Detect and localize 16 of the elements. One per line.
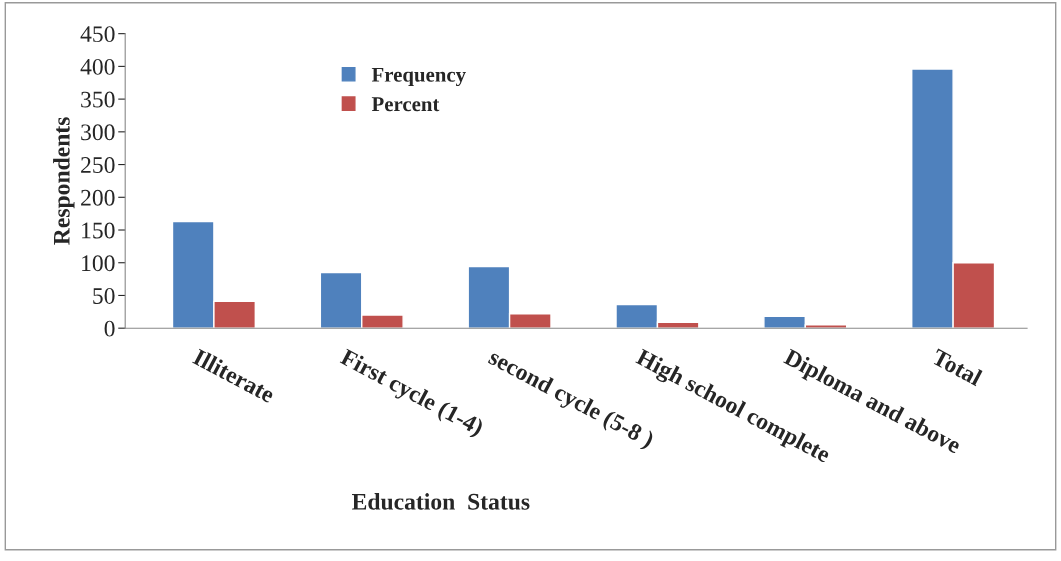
x-axis-title: Education Status xyxy=(352,493,530,510)
legend-label: Percent xyxy=(371,97,440,112)
y-tick-label: 400 xyxy=(80,58,115,75)
y-tick-label: 350 xyxy=(81,91,115,108)
x-tick-label: First cycle (1-4) xyxy=(337,347,485,440)
y-tick-label: 300 xyxy=(81,124,115,141)
y-tick-label: 200 xyxy=(81,189,115,206)
y-tick-label: 50 xyxy=(93,287,115,304)
y-tick-label: 150 xyxy=(82,222,115,239)
y-tick-label: 250 xyxy=(81,157,115,173)
legend-label: Frequency xyxy=(371,67,466,87)
y-tick-label: 450 xyxy=(80,26,115,43)
y-axis-title: Respondents xyxy=(53,117,75,245)
y-tick-label: 0 xyxy=(104,320,115,337)
y-tick-label: 100 xyxy=(82,255,115,272)
x-tick-label: Total xyxy=(930,347,984,387)
